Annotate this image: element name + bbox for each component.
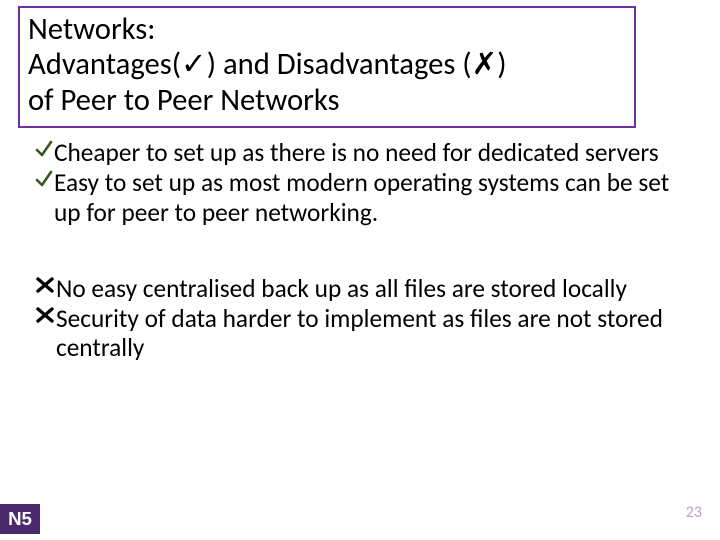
- title-box: Networks: Advantages(✓) and Disadvantage…: [18, 6, 636, 128]
- disadvantage-text: No easy centralised back up as all files…: [56, 274, 684, 304]
- logo-text: N5: [8, 508, 32, 530]
- check-icon: [34, 168, 54, 190]
- cross-icon: [34, 304, 56, 326]
- cross-icon: [34, 274, 56, 296]
- title-line-3: of Peer to Peer Networks: [28, 83, 626, 118]
- slide: Networks: Advantages(✓) and Disadvantage…: [0, 0, 720, 540]
- disadvantage-text: Security of data harder to implement as …: [56, 304, 684, 364]
- check-icon: [34, 138, 54, 160]
- disadvantage-item: Security of data harder to implement as …: [34, 304, 684, 364]
- advantage-item: Cheaper to set up as there is no need fo…: [34, 138, 684, 168]
- title-line-1: Networks:: [28, 12, 626, 47]
- title-line-2: Advantages(✓) and Disadvantages (✗): [28, 47, 626, 82]
- advantage-text: Cheaper to set up as there is no need fo…: [54, 138, 684, 168]
- page-number: 23: [686, 503, 702, 522]
- advantage-text: Easy to set up as most modern operating …: [54, 168, 684, 228]
- disadvantage-item: No easy centralised back up as all files…: [34, 274, 684, 304]
- body-content: Cheaper to set up as there is no need fo…: [34, 138, 684, 363]
- section-gap: [34, 228, 684, 274]
- advantage-item: Easy to set up as most modern operating …: [34, 168, 684, 228]
- logo-badge: N5: [0, 504, 40, 534]
